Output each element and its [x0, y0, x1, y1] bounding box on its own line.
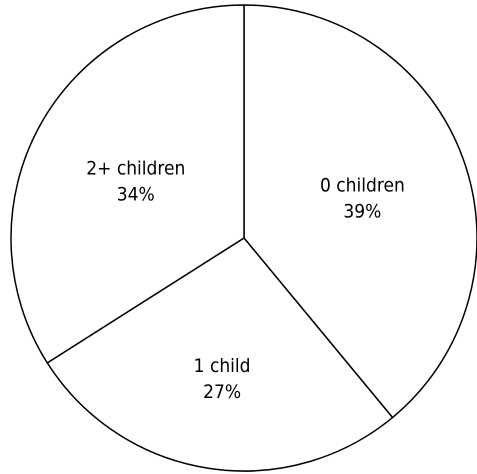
slice-category-label: 0 children [320, 174, 405, 196]
slice-value-label: 27% [203, 381, 241, 403]
pie-slice [10, 4, 245, 364]
slice-value-label: 39% [343, 200, 381, 222]
pie-slices [10, 4, 477, 472]
slice-category-label: 1 child [194, 355, 251, 377]
slice-label: 1 child 27% [194, 355, 251, 403]
pie-slice [243, 4, 477, 419]
slice-value-label: 34% [117, 184, 155, 206]
pie-slice [46, 237, 394, 472]
slice-category-label: 2+ children [86, 158, 185, 180]
slice-label: 0 children 39% [320, 174, 405, 222]
slice-label: 2+ children 34% [86, 158, 185, 206]
pie-labels: 0 children 39% 1 child 27% 2+ children 34% [86, 158, 405, 404]
